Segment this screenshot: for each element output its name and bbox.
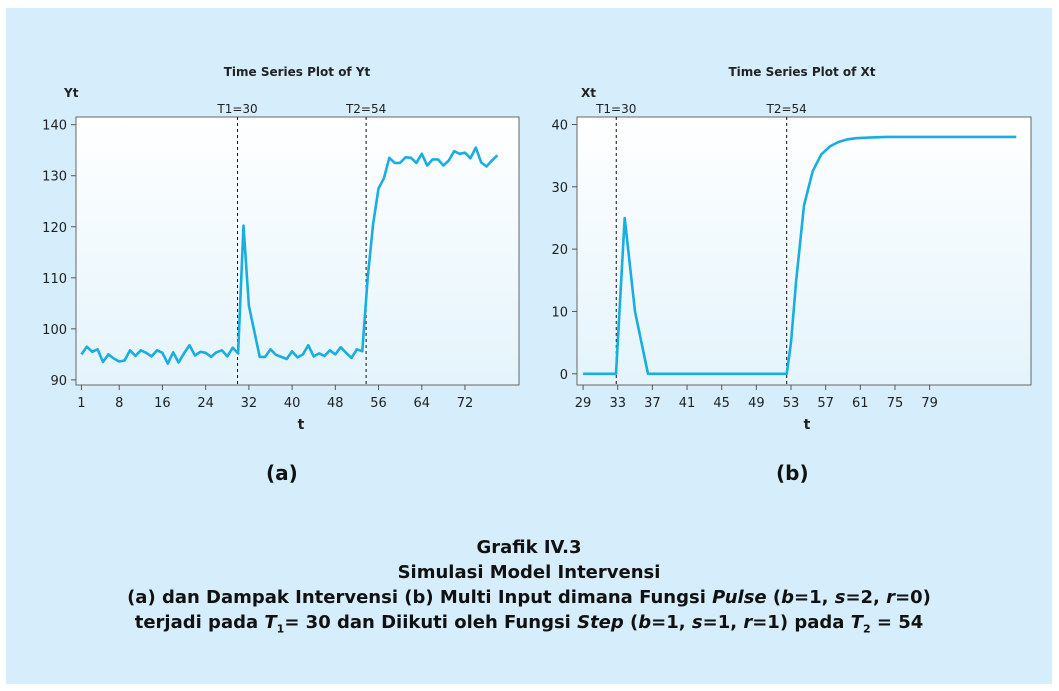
yt-y-tick-label: 90 [50,374,67,389]
caption-line-3: (a) dan Dampak Intervensi (b) Multi Inpu… [6,585,1052,610]
xt-y-tick-label: 10 [551,305,568,320]
caption-text: = 54 [870,612,924,633]
caption-italic: r [886,587,896,608]
sublabel-a: (a) [266,461,298,485]
yt-x-tick-label: 1 [77,396,85,411]
xt-intervention-label: T2=54 [766,102,807,116]
caption-text: =1, [651,612,692,633]
caption-text: = 30 dan Diikuti oleh Fungsi [284,612,578,633]
xt-x-tick-label: 45 [713,396,730,411]
yt-x-axis-label: t [298,417,305,433]
caption-text: terjadi pada [134,612,265,633]
yt-y-tick-label: 120 [42,221,67,236]
yt-intervention-label: T2=54 [345,102,386,116]
yt-x-tick-label: 56 [370,396,387,411]
caption-italic: b [638,612,652,633]
yt-x-tick-label: 8 [115,396,123,411]
xt-x-tick-label: 75 [887,396,904,411]
yt-plot-area [75,116,520,386]
xt-y-tick-label: 30 [551,181,568,196]
caption-sub: 1 [276,622,285,636]
caption-sub: 2 [862,622,871,636]
xt-series-line [583,135,1017,376]
yt-intervention-label: T1=30 [216,102,257,116]
xt-x-tick-label: 49 [748,396,765,411]
xt-x-tick-label: 79 [921,396,938,411]
caption-text: =2, [845,587,887,608]
caption-italic: s [691,612,703,633]
caption-line-4: terjadi pada T1= 30 dan Diikuti oleh Fun… [6,610,1052,642]
xt-plot-area [576,116,1032,386]
xt-chart-title: Time Series Plot of Xt [728,65,875,79]
yt-y-tick-label: 110 [42,272,67,287]
caption-text: =0) [895,587,931,608]
xt-y-tick-label: 40 [551,118,568,133]
caption-text: (a) dan Dampak Intervensi (b) Multi Inpu… [127,587,713,608]
yt-x-tick-label: 16 [154,396,171,411]
caption-italic: b [781,587,795,608]
caption-text: =1) pada [752,612,851,633]
xt-x-tick-label: 37 [644,396,661,411]
yt-x-tick-label: 32 [241,396,258,411]
yt-x-tick-label: 48 [327,396,344,411]
caption-italic: T [850,612,863,633]
caption-line-2: Simulasi Model Intervensi [397,562,661,583]
caption-italic: T [264,612,277,633]
caption-text: ( [766,587,782,608]
caption-italic: s [834,587,846,608]
xt-x-tick-label: 33 [609,396,626,411]
xt-x-tick-label: 29 [575,396,592,411]
yt-chart-title: Time Series Plot of Yt [224,65,371,79]
xt-x-tick-label: 61 [852,396,869,411]
yt-y-axis-label: Yt [63,86,79,100]
xt-x-axis-label: t [804,417,811,433]
yt-y-tick-label: 100 [42,323,67,338]
xt-x-tick-label: 57 [817,396,834,411]
yt-x-tick-label: 64 [413,396,430,411]
yt-x-tick-label: 24 [197,396,214,411]
yt-y-tick-label: 140 [42,119,67,134]
xt-y-tick-label: 0 [560,368,568,383]
yt-x-tick-label: 40 [284,396,301,411]
yt-y-tick-label: 130 [42,170,67,185]
caption-italic: r [743,612,753,633]
xt-x-tick-label: 53 [783,396,800,411]
caption-text: =1, [702,612,744,633]
figure-caption: Grafik IV.3 Simulasi Model Intervensi (a… [6,535,1052,642]
caption-text: =1, [794,587,835,608]
caption-text: ( [623,612,639,633]
xt-x-tick-label: 41 [679,396,696,411]
yt-x-tick-label: 72 [457,396,474,411]
yt-series-line [80,146,499,365]
xt-intervention-label: T1=30 [595,102,636,116]
sublabel-b: (b) [776,461,809,485]
caption-italic: Step [577,612,624,633]
caption-italic: Pulse [712,587,767,608]
xt-y-axis-label: Xt [581,86,596,100]
caption-line-1: Grafik IV.3 [476,537,582,558]
xt-y-tick-label: 20 [551,243,568,258]
